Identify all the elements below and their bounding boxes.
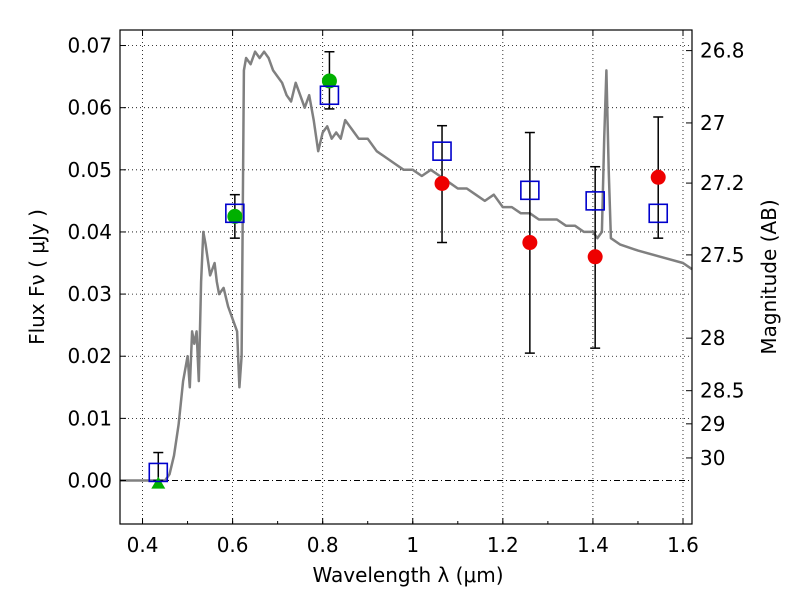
model-photometry-square	[648, 203, 669, 224]
triangle-marker	[151, 476, 166, 489]
x-tick-label: 1	[406, 533, 419, 557]
data-point	[434, 175, 450, 191]
data-point	[587, 249, 603, 265]
axis-ticks: 0.4 0.6 0.8 1 1.2 1.4 1.6 0.00 0.01 0.02 0.03 0.04 0…	[67, 30, 745, 557]
grid	[120, 30, 692, 524]
mag-tick-label: 27	[700, 111, 725, 135]
data-point	[650, 169, 666, 185]
x-tick-label: 1.6	[667, 533, 699, 557]
y-tick-label: 0.01	[67, 406, 112, 430]
model-photometry-square	[585, 191, 605, 211]
mag-tick-label: 27.2	[700, 171, 745, 195]
mag-tick-label: 27.5	[700, 243, 745, 267]
y-tick-label: 0.04	[67, 220, 112, 244]
x-tick-label: 1.2	[487, 533, 519, 557]
x-tick-label: 0.4	[127, 533, 159, 557]
mag-tick-label: 29	[700, 412, 725, 436]
y-tick-label: 0.02	[67, 344, 112, 368]
mag-tick-label: 26.8	[700, 39, 745, 63]
model-photometry-square	[225, 203, 245, 224]
x-axis-label: Wavelength λ (μm)	[312, 563, 503, 587]
y-axis-label: Flux Fν ( μJy )	[25, 209, 49, 345]
x-tick-label: 1.4	[577, 533, 609, 557]
magnitude-axis-label: Magnitude (AB)	[757, 199, 781, 354]
data-point	[227, 208, 243, 224]
mag-tick-label: 28.5	[700, 379, 745, 403]
y-tick-label: 0.07	[67, 34, 112, 58]
plot-area	[120, 50, 693, 489]
data-point	[522, 235, 538, 251]
model-photometry-square	[520, 180, 540, 201]
model-photometry-square	[148, 462, 169, 483]
plot-frame	[119, 29, 693, 525]
data-point	[321, 73, 337, 89]
y-tick-label: 0.03	[67, 282, 112, 306]
model-photometry-square	[432, 141, 452, 161]
y-tick-label: 0.05	[67, 158, 112, 182]
y-tick-label: 0.06	[67, 96, 112, 120]
x-tick-label: 0.6	[217, 533, 249, 557]
model-photometry-square	[319, 85, 340, 106]
x-tick-label: 0.8	[307, 533, 339, 557]
mag-tick-label: 30	[700, 446, 725, 470]
mag-tick-label: 28	[700, 326, 725, 350]
model-spectrum-line	[120, 50, 693, 482]
y-tick-label: 0.00	[67, 469, 112, 493]
